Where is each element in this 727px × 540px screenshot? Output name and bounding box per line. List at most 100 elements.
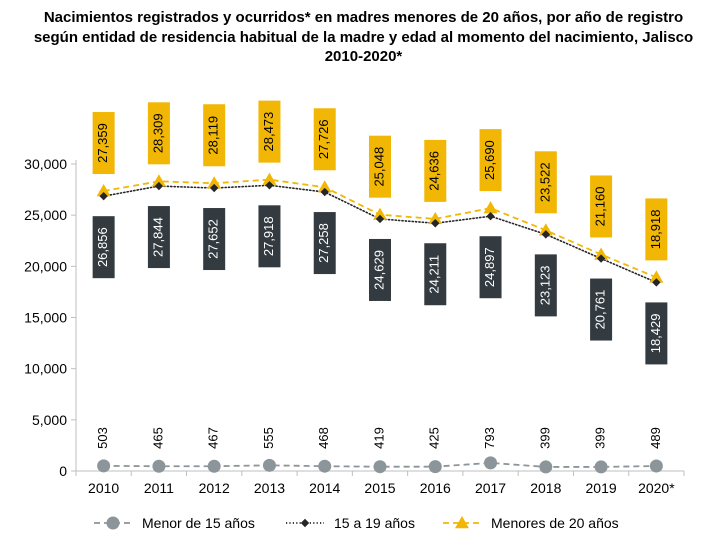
series-2-point	[649, 270, 664, 283]
data-label-15-19: 27,652	[206, 219, 221, 259]
data-label-menores-20: 27,726	[316, 119, 331, 159]
series-1-point	[265, 181, 274, 190]
series-2-point	[262, 172, 277, 185]
series-1-point	[320, 187, 329, 197]
data-label-menor-15: 467	[206, 427, 221, 449]
x-tick-label: 2019	[586, 480, 617, 496]
data-label-menores-20: 18,918	[648, 210, 663, 250]
data-label-menores-20: 28,119	[206, 116, 221, 155]
data-label-15-19-box	[479, 236, 502, 299]
series-2-point	[151, 174, 166, 187]
data-label-15-19-box	[534, 254, 557, 317]
legend-marker-0	[106, 516, 120, 530]
series-0-point	[373, 460, 387, 474]
series-1-point	[541, 230, 551, 239]
data-label-menores-20: 28,473	[261, 112, 276, 152]
series-1-point	[431, 219, 440, 228]
series-1-point	[99, 191, 108, 201]
series-2-point	[207, 176, 222, 189]
chart-title: Nacimientos registrados y ocurridos* en …	[33, 9, 694, 65]
data-label-15-19-box	[424, 243, 447, 306]
data-label-menor-15: 399	[593, 427, 608, 449]
data-label-menores-20-box	[313, 108, 336, 171]
y-tick-label: 0	[59, 463, 67, 479]
series-0-point	[207, 459, 221, 473]
x-tick-label: 2020*	[638, 480, 675, 496]
series-2-point	[96, 184, 111, 197]
x-tick-label: 2014	[309, 480, 340, 496]
series-0-point	[594, 460, 608, 474]
series-0-point	[318, 459, 332, 473]
data-label-15-19: 24,629	[371, 250, 386, 290]
data-label-menores-20-box	[369, 135, 391, 198]
data-label-menores-20: 27,359	[95, 123, 110, 163]
data-label-15-19: 24,211	[427, 255, 442, 294]
series-2-point	[317, 180, 332, 193]
legend-marker-1	[300, 518, 310, 528]
series-1-point	[596, 254, 606, 263]
data-label-menores-20: 23,522	[537, 162, 552, 202]
data-label-15-19-box	[313, 212, 336, 275]
data-label-menores-20-box	[203, 104, 226, 167]
y-tick-label: 10,000	[24, 361, 67, 377]
data-label-menor-15: 465	[150, 427, 165, 449]
data-label-menores-20-box	[479, 129, 502, 192]
axes: 0 5,000 10,000 15,000 20,000 25,000 30,000 2010…	[24, 156, 685, 496]
data-label-menores-20: 25,690	[482, 140, 497, 180]
series-2-point	[373, 207, 387, 220]
data-label-menor-15: 503	[95, 427, 110, 449]
data-label-menores-20: 25,048	[371, 147, 386, 187]
legend-label-2: Menores de 20 años	[491, 515, 619, 531]
series-2-point	[428, 211, 443, 225]
data-label-15-19: 23,123	[537, 265, 552, 305]
data-label-15-19: 26,856	[95, 227, 110, 267]
data-label-15-19-box	[645, 302, 668, 365]
data-label-15-19-box	[590, 278, 613, 341]
data-label-menores-20: 21,160	[593, 187, 608, 227]
data-label-menores-20: 28,309	[150, 113, 165, 153]
data-label-15-19-box	[92, 216, 115, 279]
x-tick-label: 2010	[88, 480, 119, 496]
legend: Menor de 15 años 15 a 19 años Menores de 2…	[94, 515, 619, 531]
x-tick-label: 2013	[254, 480, 285, 496]
x-tick-label: 2017	[475, 480, 506, 496]
data-label-15-19: 27,918	[261, 216, 276, 256]
series-2-point	[538, 223, 553, 236]
series-1-point	[375, 214, 385, 224]
series-2-point	[483, 201, 498, 214]
x-tick-label: 2011	[144, 480, 174, 496]
data-label-15-19: 27,258	[316, 223, 331, 263]
legend-marker-2	[455, 516, 469, 529]
series-0-point	[97, 459, 111, 473]
data-label-menor-15: 555	[261, 427, 276, 449]
series-0-point	[649, 459, 663, 473]
series-0-point	[262, 458, 276, 472]
series-1-point	[209, 183, 219, 193]
data-label-menores-20-box	[645, 198, 668, 261]
series-line-0	[103, 461, 657, 468]
x-tick-label: 2015	[364, 480, 395, 496]
series-0-point	[484, 456, 498, 470]
data-label-menores-20-box	[147, 102, 170, 165]
x-tick-label: 2012	[199, 480, 230, 496]
data-label-15-19-box	[147, 206, 170, 269]
series-1-point	[486, 212, 495, 221]
data-label-menores-20-box	[534, 151, 557, 214]
data-label-menor-15: 399	[537, 427, 552, 449]
data-label-menor-15: 793	[482, 427, 497, 449]
data-label-15-19: 27,844	[150, 217, 165, 257]
series-0-point	[539, 460, 553, 474]
data-label-menor-15: 468	[316, 427, 331, 449]
series-markers	[96, 172, 664, 474]
data-label-15-19-box	[203, 208, 226, 271]
data-label-15-19: 18,429	[648, 314, 663, 354]
data-label-menor-15: 489	[648, 427, 663, 449]
y-tick-label: 15,000	[24, 310, 67, 326]
series-1-point	[154, 181, 164, 191]
data-label-15-19: 24,897	[482, 247, 497, 287]
series-1-point	[652, 278, 661, 287]
y-tick-label: 25,000	[24, 207, 67, 223]
data-label-menores-20: 24,636	[427, 151, 442, 191]
data-label-15-19: 20,761	[593, 290, 608, 330]
